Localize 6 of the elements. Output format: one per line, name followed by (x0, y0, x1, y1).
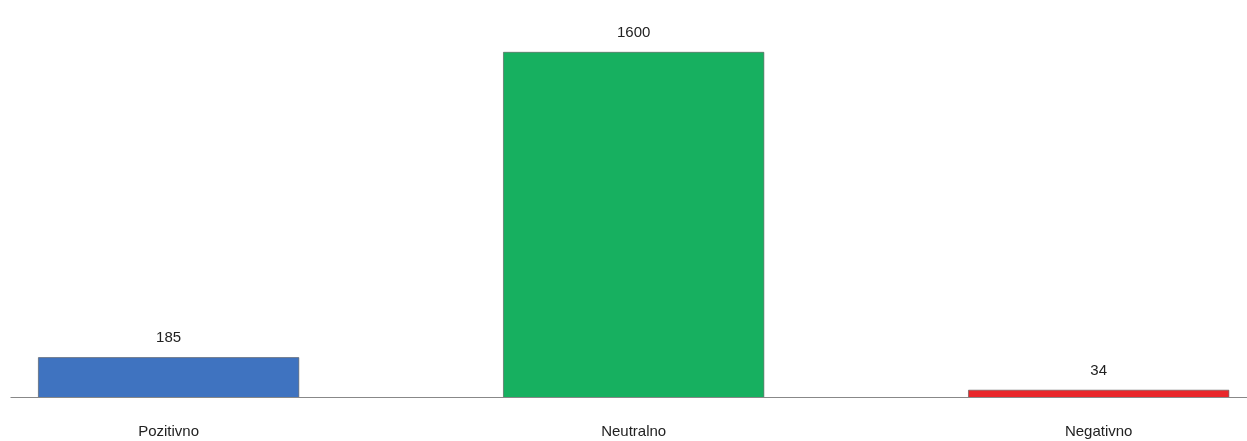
data-label: 34 (1090, 360, 1108, 378)
x-tick-label: Pozitivno (138, 421, 200, 439)
x-tick-label: Neutralno (601, 421, 667, 439)
data-label: 1600 (616, 22, 651, 40)
data-label: 185 (156, 328, 182, 346)
x-tick-label: Negativno (1064, 421, 1133, 439)
